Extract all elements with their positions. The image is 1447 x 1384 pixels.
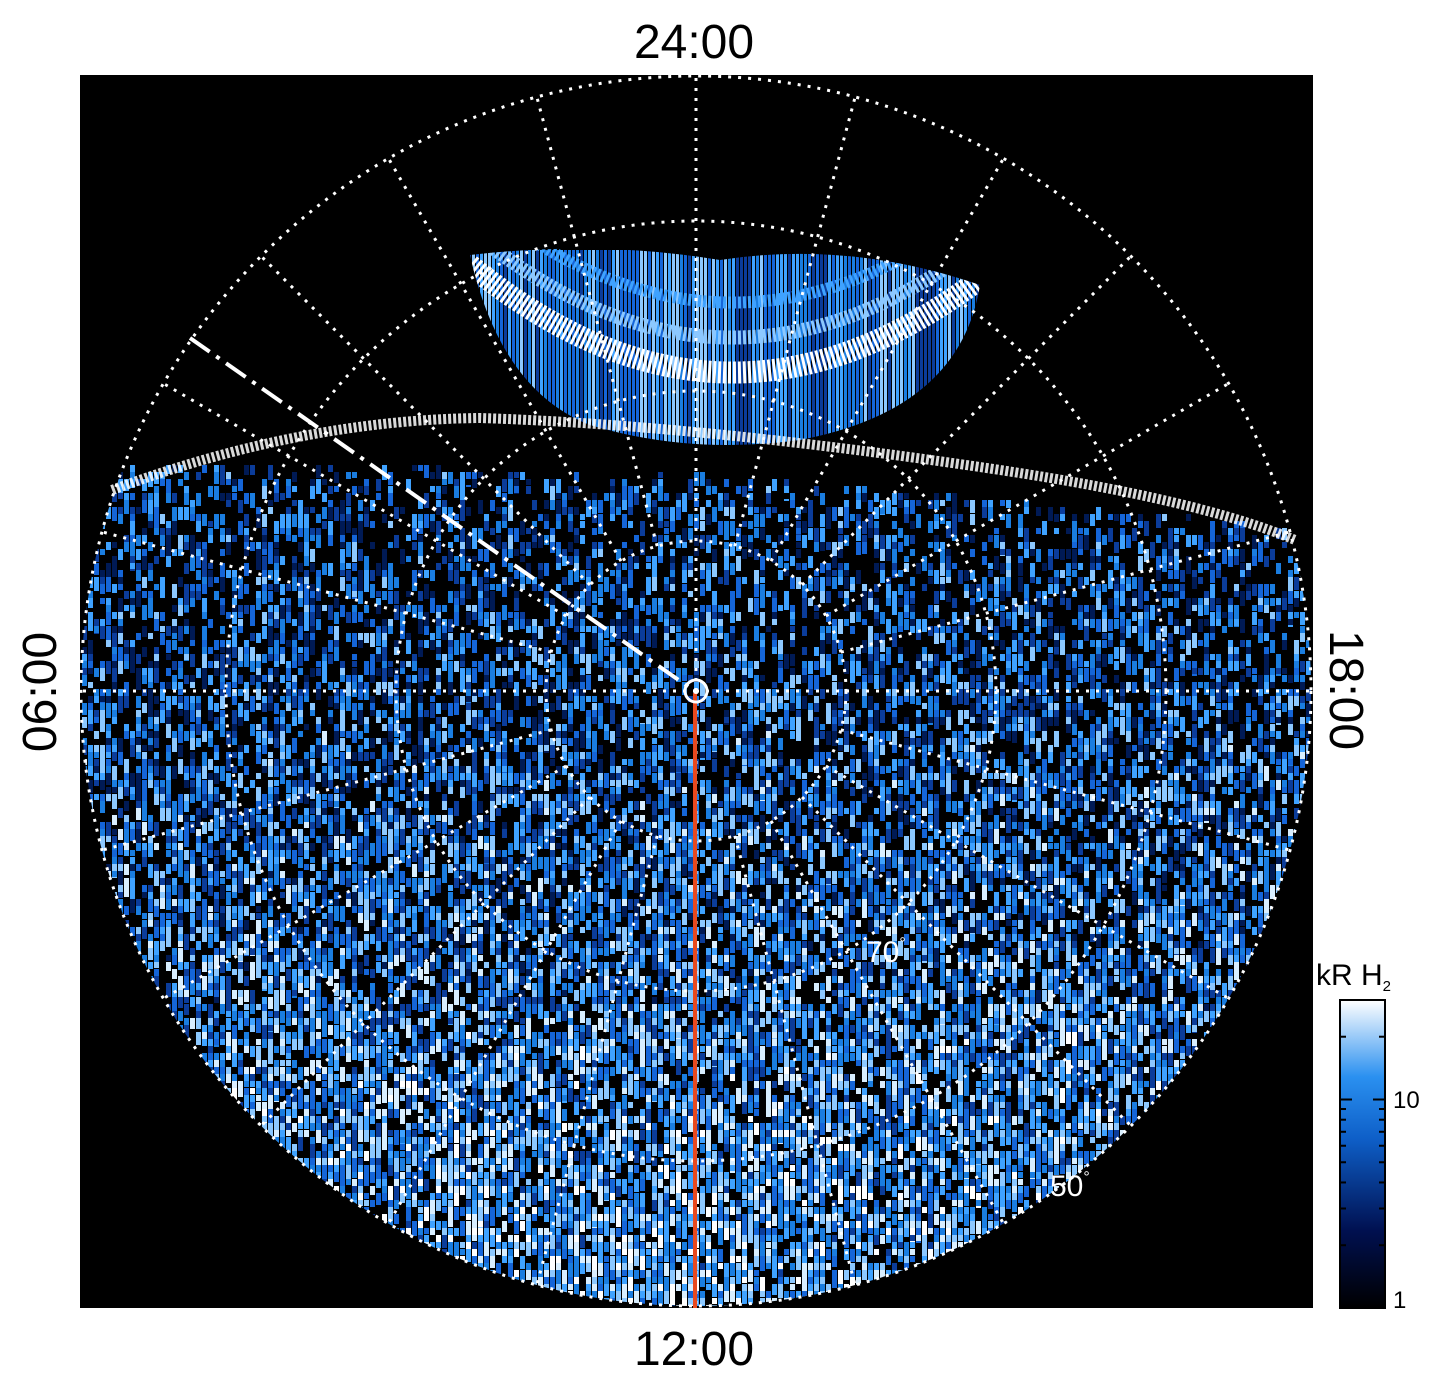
meridian-spoke (535, 96, 659, 547)
colorbar-unit-label: kR H2 (1316, 959, 1391, 995)
meridian-spoke (387, 157, 623, 562)
colorbar-gradient (1339, 999, 1386, 1309)
local-time-label-bottom: 12:00 (634, 1323, 754, 1376)
meridian-spoke (769, 157, 1005, 562)
meridian-spoke (101, 728, 552, 852)
meridian-spoke (825, 382, 1230, 618)
meridian-spoke (801, 796, 1132, 1127)
meridian-spoke (840, 728, 1291, 852)
pole-dot (693, 688, 699, 694)
meridian-spoke (535, 835, 659, 1286)
meridian-spoke (162, 382, 567, 618)
meridian-spoke (387, 820, 623, 1225)
meridian-spoke (840, 530, 1291, 654)
pole-marker (683, 678, 709, 704)
meridian-spoke (260, 796, 591, 1127)
meridian-spoke (801, 255, 1132, 586)
meridian-spoke (769, 820, 1005, 1225)
meridian-spoke (733, 835, 857, 1286)
local-time-label-right: 18:00 (1319, 630, 1372, 750)
meridian-spoke (825, 764, 1230, 1000)
colorbar-ticks (1340, 999, 1385, 1309)
local-time-label-top: 24:00 (634, 16, 754, 69)
meridian-spoke (733, 96, 857, 547)
local-time-label-left: 06:00 (14, 632, 67, 752)
dashed-direction-line (188, 336, 692, 690)
meridian-spoke (260, 255, 591, 586)
meridian-spoke (162, 764, 567, 1000)
limb-edge (110, 412, 1297, 545)
latitude-label-50: 50° (1050, 1169, 1090, 1203)
colorbar: kR H2 10 1 (1316, 959, 1420, 1314)
meridian-spokes (81, 76, 1311, 1306)
latitude-circle-outer (80, 75, 1313, 1308)
colorbar-tick-label-10: 10 (1393, 1087, 1420, 1114)
latitude-label-70: 70° (866, 935, 906, 969)
meridian-spoke (101, 530, 552, 654)
colorbar-tick-label-1: 1 (1393, 1287, 1406, 1314)
